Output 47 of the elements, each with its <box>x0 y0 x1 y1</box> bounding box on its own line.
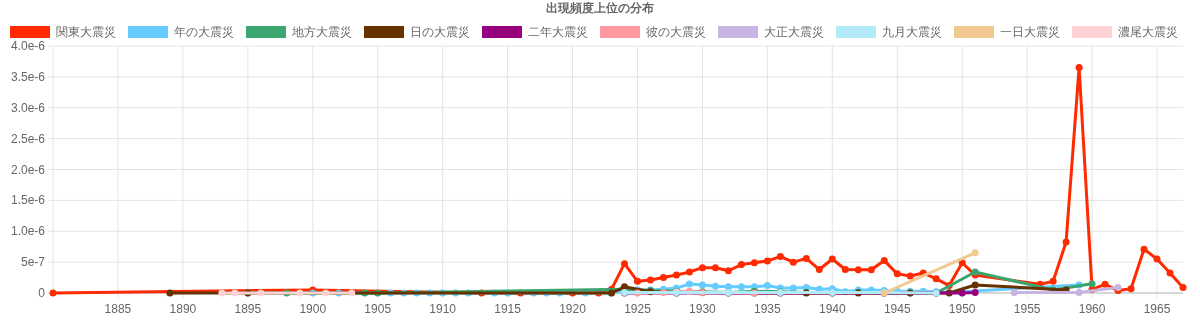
legend-label: 年の大震災 <box>174 25 234 39</box>
legend-label: 濃尾大震災 <box>1118 25 1178 39</box>
legend-item: 一日大震災 <box>954 25 1060 39</box>
x-tick: 1955 <box>1013 302 1041 316</box>
x-tick: 1940 <box>818 302 846 316</box>
x-tick: 1930 <box>689 302 716 316</box>
legend-label: 地方大震災 <box>291 25 352 39</box>
legend-item: 大正大震災 <box>718 25 824 39</box>
legend-label: 一日大震災 <box>1000 25 1060 39</box>
legend-label: 日の大震災 <box>410 25 470 39</box>
x-tick: 1915 <box>494 302 521 316</box>
x-tick: 1905 <box>364 302 392 316</box>
legend-label: 彼の大震災 <box>646 25 706 39</box>
title: 出現頻度上位の分布 <box>546 1 654 15</box>
legend-label: 関東大震災 <box>56 25 116 39</box>
y-tick: 3.0e-6 <box>10 100 45 115</box>
legend-item: 九月大震災 <box>836 25 942 39</box>
x-tick: 1890 <box>169 302 197 316</box>
x-tick: 1920 <box>559 302 586 316</box>
y-tick: 5e-7 <box>20 255 45 270</box>
x-tick: 1935 <box>754 302 781 316</box>
legend-item: 二年大震災 <box>482 25 588 39</box>
legend-item: 濃尾大震災 <box>1072 25 1178 39</box>
x-tick: 1945 <box>883 302 911 316</box>
y-tick: 2.0e-6 <box>10 162 45 177</box>
y-tick: 4.0e-6 <box>10 39 45 53</box>
legend-item: 地方大震災 <box>246 25 352 39</box>
legend-label: 二年大震災 <box>528 25 588 39</box>
legend-label: 九月大震災 <box>882 25 942 39</box>
legend-label: 大正大震災 <box>764 25 824 39</box>
x-tick: 1900 <box>299 302 327 316</box>
x-tick: 1960 <box>1078 302 1106 316</box>
y-tick: 1.0e-6 <box>10 224 45 239</box>
legend-item: 関東大震災 <box>10 25 116 39</box>
y-tick: 1.5e-6 <box>10 193 45 208</box>
x-tick: 1925 <box>624 302 651 316</box>
x-tick: 1965 <box>1143 302 1171 316</box>
legend-item: 年の大震災 <box>128 25 234 39</box>
x-tick: 1950 <box>948 302 976 316</box>
y-tick: 3.5e-6 <box>10 69 45 84</box>
legend-item: 日の大震災 <box>364 25 470 39</box>
x-tick: 1895 <box>234 302 262 316</box>
y-tick: 0 <box>38 286 45 300</box>
x-tick: 1910 <box>429 302 456 316</box>
y-tick: 2.5e-6 <box>10 131 45 146</box>
x-tick: 1885 <box>104 302 132 316</box>
legend-item: 彼の大震災 <box>600 25 706 39</box>
